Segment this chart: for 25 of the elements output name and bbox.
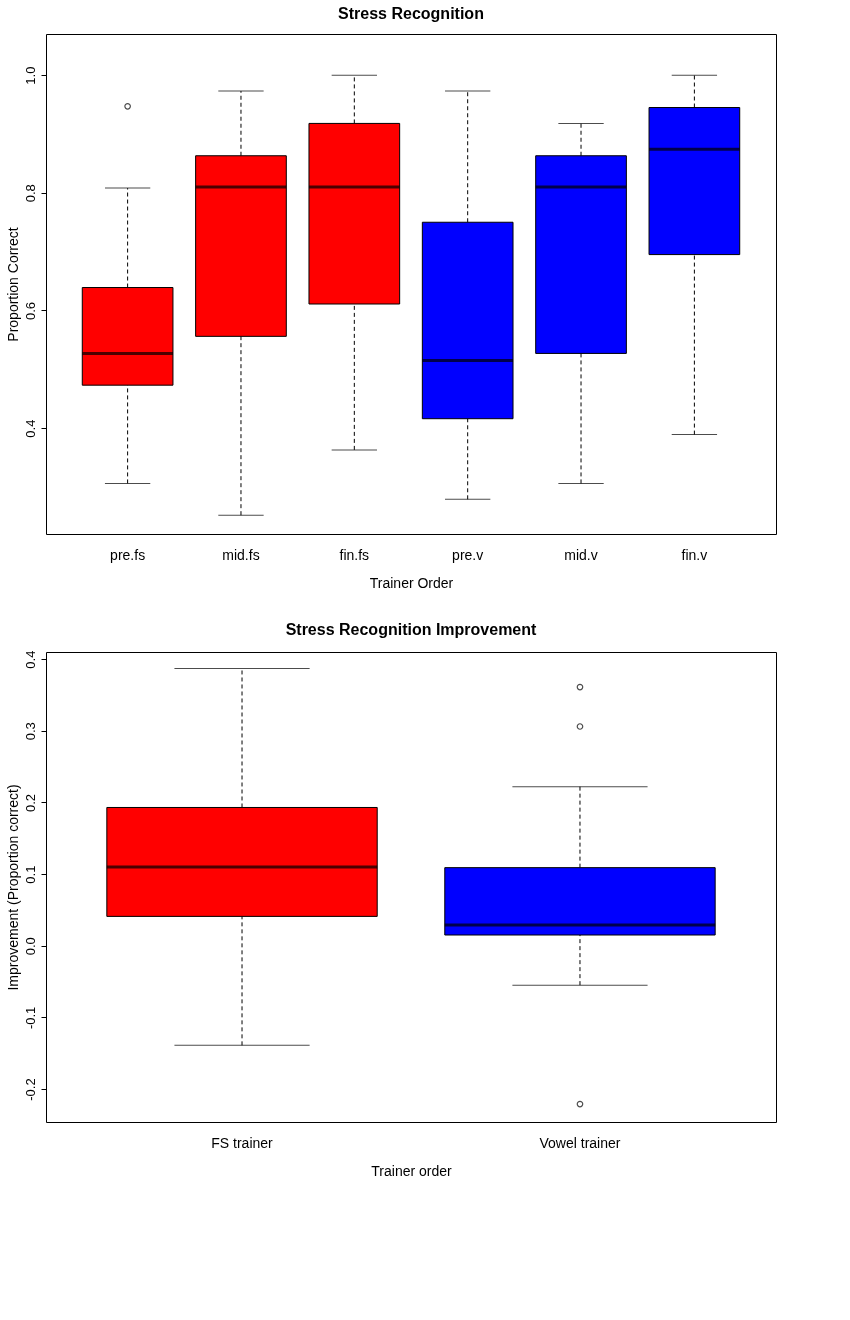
- y-tick-label: 0.0: [22, 937, 38, 956]
- y-tick-label: 0.4: [22, 419, 38, 438]
- y-tick-label: 0.2: [22, 793, 38, 812]
- chart-title: Stress Recognition: [338, 5, 484, 22]
- x-tick-label: pre.fs: [110, 546, 146, 563]
- y-axis-title: Improvement (Proportion correct): [4, 784, 21, 991]
- y-tick-label: 0.3: [22, 722, 38, 741]
- x-axis-title: Trainer order: [371, 1162, 453, 1179]
- y-axis-title: Proportion Correct: [4, 227, 21, 342]
- y-tick-label: 0.8: [22, 184, 38, 203]
- chart-title: Stress Recognition Improvement: [285, 621, 538, 639]
- y-tick-label: 0.4: [22, 650, 38, 669]
- y-tick-label: -0.1: [22, 1006, 38, 1030]
- x-tick-label: FS trainer: [211, 1134, 274, 1151]
- x-tick-label: mid.v: [564, 546, 598, 563]
- x-tick-label: fin.fs: [339, 546, 370, 563]
- x-tick-label: Vowel trainer: [539, 1134, 621, 1151]
- y-tick-label: 0.6: [22, 301, 38, 321]
- x-axis-title: Trainer Order: [369, 574, 454, 591]
- y-tick-label: 1.0: [22, 66, 38, 85]
- y-tick-label: -0.2: [22, 1078, 38, 1101]
- x-tick-label: pre.v: [452, 546, 484, 563]
- x-tick-label: fin.v: [681, 546, 708, 563]
- x-tick-label: mid.fs: [222, 546, 260, 563]
- y-tick-label: 0.1: [22, 865, 38, 884]
